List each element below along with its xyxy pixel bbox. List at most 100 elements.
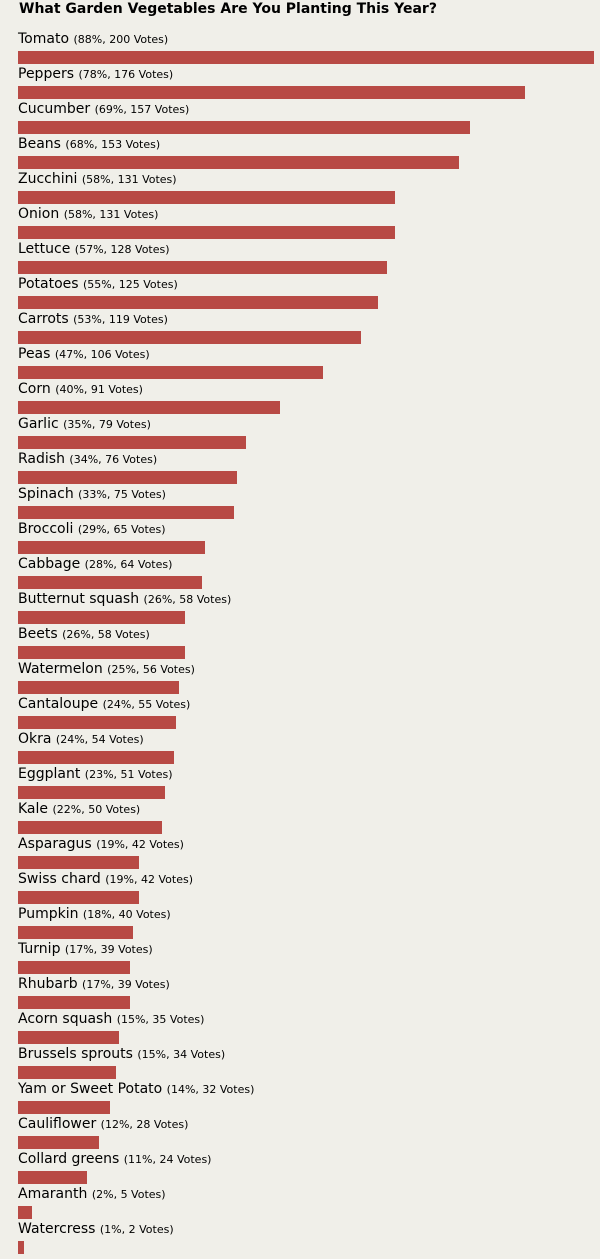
option-name: Rhubarb: [18, 976, 78, 992]
option-stats: (19%, 42 Votes): [96, 838, 184, 851]
poll-row: Amaranth (2%, 5 Votes): [0, 1185, 600, 1220]
option-stats: (68%, 153 Votes): [65, 138, 161, 151]
poll-option-label: Butternut squash (26%, 58 Votes): [18, 590, 231, 609]
vote-bar: [18, 401, 280, 414]
option-stats: (24%, 54 Votes): [55, 733, 144, 746]
poll-option-label: Beets (26%, 58 Votes): [18, 625, 150, 644]
option-name: Cucumber: [18, 101, 91, 117]
option-name: Radish: [18, 451, 65, 467]
option-stats: (69%, 157 Votes): [94, 103, 190, 116]
vote-bar: [18, 1136, 99, 1149]
poll-option-label: Garlic (35%, 79 Votes): [18, 415, 151, 434]
poll-option-label: Amaranth (2%, 5 Votes): [18, 1185, 166, 1204]
option-name: Butternut squash: [18, 591, 140, 607]
option-name: Acorn squash: [18, 1011, 113, 1027]
vote-bar: [18, 121, 470, 134]
poll-row: Zucchini (58%, 131 Votes): [0, 170, 600, 205]
vote-bar: [18, 856, 139, 869]
option-stats: (55%, 125 Votes): [83, 278, 178, 291]
vote-bar: [18, 471, 237, 484]
option-stats: (19%, 42 Votes): [105, 873, 193, 886]
option-stats: (33%, 75 Votes): [78, 488, 166, 501]
vote-bar: [18, 821, 162, 834]
option-stats: (57%, 128 Votes): [74, 243, 170, 256]
vote-bar: [18, 86, 525, 99]
poll-option-label: Cauliflower (12%, 28 Votes): [18, 1115, 188, 1134]
vote-bar: [18, 996, 130, 1009]
option-name: Corn: [18, 381, 51, 397]
option-stats: (14%, 32 Votes): [166, 1083, 255, 1096]
option-name: Pumpkin: [18, 906, 79, 922]
poll-option-label: Eggplant (23%, 51 Votes): [18, 765, 173, 784]
vote-bar: [18, 296, 378, 309]
option-name: Asparagus: [18, 836, 92, 852]
poll-option-label: Swiss chard (19%, 42 Votes): [18, 870, 193, 889]
option-name: Brussels sprouts: [18, 1046, 133, 1062]
vote-bar: [18, 436, 246, 449]
option-name: Beans: [18, 136, 61, 152]
poll-option-label: Broccoli (29%, 65 Votes): [18, 520, 166, 539]
poll-row: Butternut squash (26%, 58 Votes): [0, 590, 600, 625]
option-stats: (28%, 64 Votes): [84, 558, 173, 571]
poll-option-label: Okra (24%, 54 Votes): [18, 730, 144, 749]
poll-row: Potatoes (55%, 125 Votes): [0, 275, 600, 310]
vote-bar: [18, 576, 202, 589]
option-stats: (17%, 39 Votes): [82, 978, 170, 991]
option-stats: (18%, 40 Votes): [82, 908, 171, 921]
poll-row: Garlic (35%, 79 Votes): [0, 415, 600, 450]
poll-option-label: Cantaloupe (24%, 55 Votes): [18, 695, 190, 714]
vote-bar: [18, 1101, 110, 1114]
poll-row: Cauliflower (12%, 28 Votes): [0, 1115, 600, 1150]
poll-option-label: Watermelon (25%, 56 Votes): [18, 660, 195, 679]
poll-row: Watermelon (25%, 56 Votes): [0, 660, 600, 695]
option-name: Peas: [18, 346, 51, 362]
poll-row: Cantaloupe (24%, 55 Votes): [0, 695, 600, 730]
option-name: Cantaloupe: [18, 696, 99, 712]
vote-bar: [18, 1241, 24, 1254]
poll-row: Peas (47%, 106 Votes): [0, 345, 600, 380]
option-name: Lettuce: [18, 241, 71, 257]
poll-row: Yam or Sweet Potato (14%, 32 Votes): [0, 1080, 600, 1115]
poll-row: Carrots (53%, 119 Votes): [0, 310, 600, 345]
option-stats: (58%, 131 Votes): [81, 173, 177, 186]
vote-bar: [18, 716, 176, 729]
poll-row: Okra (24%, 54 Votes): [0, 730, 600, 765]
poll-row: Beets (26%, 58 Votes): [0, 625, 600, 660]
poll-option-label: Zucchini (58%, 131 Votes): [18, 170, 177, 189]
option-stats: (25%, 56 Votes): [107, 663, 195, 676]
poll-row: Collard greens (11%, 24 Votes): [0, 1150, 600, 1185]
poll-row: Eggplant (23%, 51 Votes): [0, 765, 600, 800]
poll-row: Brussels sprouts (15%, 34 Votes): [0, 1045, 600, 1080]
poll-row: Rhubarb (17%, 39 Votes): [0, 975, 600, 1010]
poll-option-label: Peas (47%, 106 Votes): [18, 345, 150, 364]
option-stats: (40%, 91 Votes): [55, 383, 143, 396]
option-stats: (35%, 79 Votes): [63, 418, 151, 431]
option-stats: (78%, 176 Votes): [78, 68, 174, 81]
option-stats: (12%, 28 Votes): [100, 1118, 189, 1131]
option-stats: (24%, 55 Votes): [102, 698, 191, 711]
option-name: Cauliflower: [18, 1116, 97, 1132]
poll-option-label: Pumpkin (18%, 40 Votes): [18, 905, 171, 924]
vote-bar: [18, 51, 594, 64]
poll-option-label: Cabbage (28%, 64 Votes): [18, 555, 172, 574]
option-name: Okra: [18, 731, 52, 747]
vote-bar: [18, 786, 165, 799]
poll-row: Corn (40%, 91 Votes): [0, 380, 600, 415]
option-stats: (26%, 58 Votes): [143, 593, 232, 606]
poll-option-label: Peppers (78%, 176 Votes): [18, 65, 173, 84]
poll-row: Radish (34%, 76 Votes): [0, 450, 600, 485]
poll-title: What Garden Vegetables Are You Planting …: [19, 1, 437, 17]
option-name: Broccoli: [18, 521, 74, 537]
poll-option-label: Lettuce (57%, 128 Votes): [18, 240, 170, 259]
vote-bar: [18, 1031, 119, 1044]
poll-option-label: Onion (58%, 131 Votes): [18, 205, 158, 224]
poll-row: Peppers (78%, 176 Votes): [0, 65, 600, 100]
option-name: Spinach: [18, 486, 74, 502]
poll-row: Kale (22%, 50 Votes): [0, 800, 600, 835]
poll-row: Lettuce (57%, 128 Votes): [0, 240, 600, 275]
poll-option-label: Carrots (53%, 119 Votes): [18, 310, 168, 329]
poll-option-label: Acorn squash (15%, 35 Votes): [18, 1010, 204, 1029]
option-stats: (53%, 119 Votes): [73, 313, 168, 326]
vote-bar: [18, 506, 234, 519]
poll-option-label: Cucumber (69%, 157 Votes): [18, 100, 189, 119]
